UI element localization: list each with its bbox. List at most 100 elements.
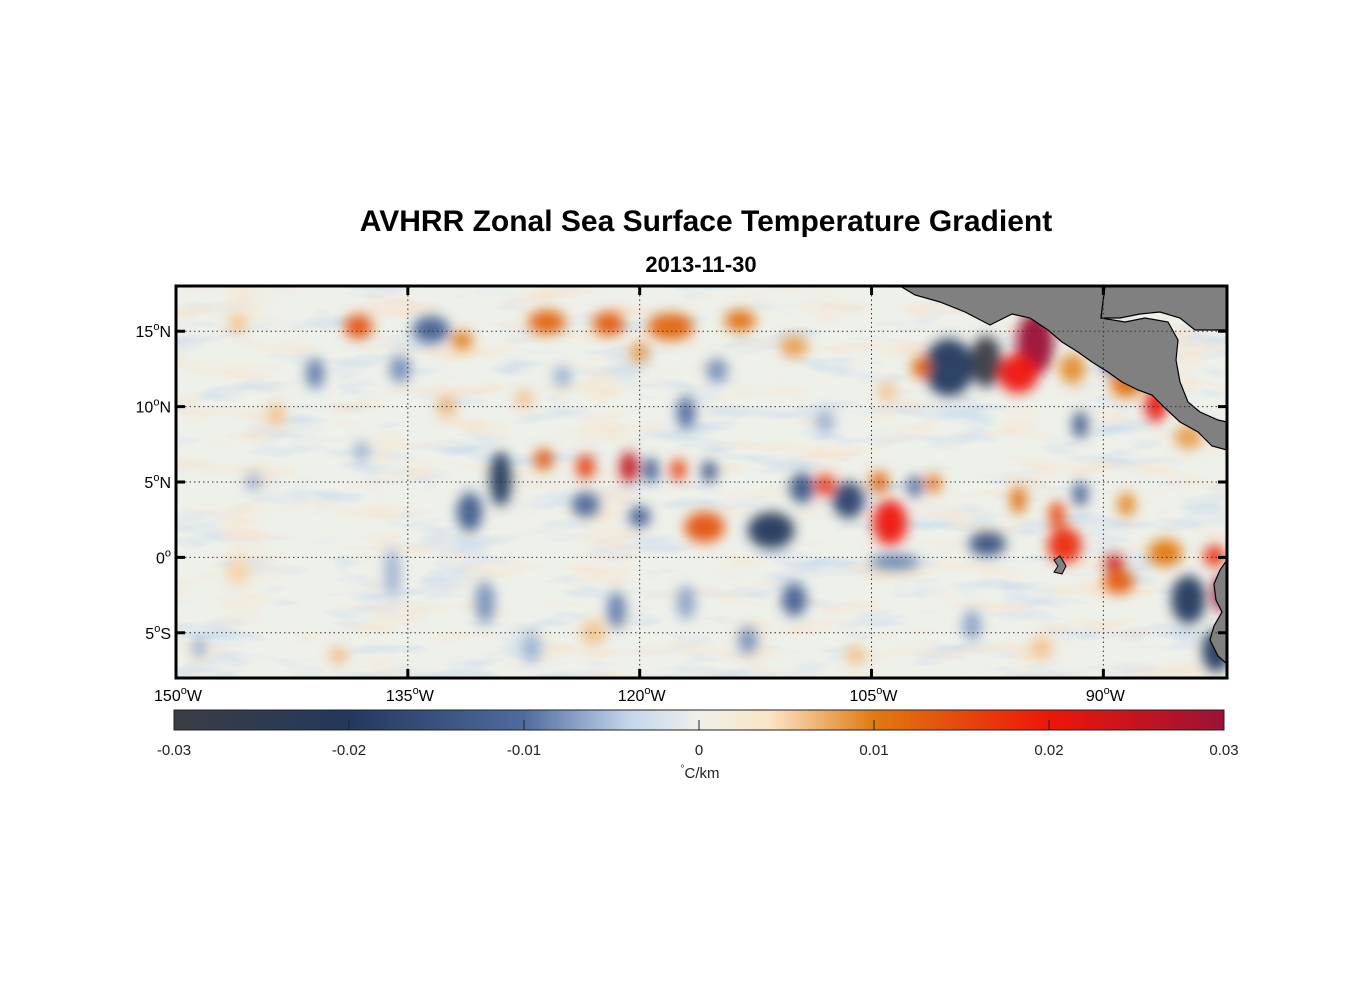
gradient-feature-47: [1049, 501, 1065, 529]
units-degree: °: [680, 764, 685, 775]
central-america-land: [898, 286, 1227, 451]
x-tick-label-4: 90oW: [1086, 685, 1126, 705]
gradient-feature-24: [489, 451, 512, 507]
gradient-feature-22: [1072, 411, 1088, 439]
land-mass: [898, 286, 1227, 665]
gradient-feature-4: [593, 311, 625, 336]
gradient-feature-32: [701, 460, 717, 482]
gradient-feature-39: [873, 500, 908, 546]
gradient-feature-46: [1047, 527, 1082, 564]
gradient-feature-35: [747, 512, 795, 549]
colorbar-tick-label-3: 0: [695, 742, 703, 759]
y-tick-label-1: 10oN: [136, 397, 171, 417]
gradient-feature-50: [1072, 482, 1088, 507]
gradient-feature-68: [267, 403, 286, 425]
gradient-feature-44: [968, 531, 1006, 556]
units-label: C/km: [684, 765, 720, 782]
y-tick-label-0: 15oN: [136, 321, 171, 341]
gradient-feature-25: [457, 492, 483, 532]
gradient-feature-36: [789, 472, 815, 504]
gradient-feature-12: [780, 335, 809, 357]
gradient-feature-42: [925, 474, 941, 493]
gradient-feature-0: [344, 314, 373, 339]
gradient-feature-78: [1030, 637, 1053, 659]
gradient-feature-62: [522, 632, 541, 663]
x-tick-label-1: 135oW: [386, 685, 435, 705]
gradient-feature-61: [676, 586, 696, 620]
gradient-feature-16: [998, 353, 1039, 393]
y-tick-label-2: 5oN: [144, 472, 171, 492]
map-field: [176, 286, 1227, 678]
gradient-feature-53: [1203, 545, 1226, 567]
colorbar: -0.03 -0.02 -0.01 0 0.01 0.02 0.03: [157, 709, 1239, 759]
colorbar-tick-label-0: -0.03: [157, 742, 191, 759]
x-tick-label-2: 120oW: [618, 685, 667, 705]
gradient-feature-13: [970, 335, 1002, 387]
map-axis-ticks: 150oW 135oW 120oW 105oW 90oW 15oN 10oN 5oN 0o 5oS: [136, 286, 1227, 705]
gradient-feature-26: [534, 448, 554, 470]
gradient-feature-5: [647, 313, 694, 341]
galapagos-island: [1053, 555, 1067, 575]
gradient-feature-65: [962, 610, 982, 641]
gradient-feature-8: [389, 355, 411, 383]
gradient-feature-28: [571, 492, 600, 517]
colorbar-tick-label-2: -0.01: [507, 742, 541, 759]
south-america-land: [1209, 558, 1227, 665]
gradient-feature-45: [1010, 486, 1026, 514]
gradient-feature-59: [384, 548, 401, 597]
gradient-feature-7: [305, 358, 325, 389]
colorbar-units: °C/km: [600, 764, 800, 782]
figure-subtitle: 2013-11-30: [645, 252, 757, 277]
gradient-feature-9: [630, 341, 649, 363]
gradient-feature-74: [877, 382, 897, 401]
gradient-feature-43: [781, 583, 807, 617]
gradient-feature-11: [706, 358, 728, 383]
gradient-feature-71: [514, 390, 534, 409]
gradient-feature-1: [412, 316, 450, 344]
gradient-feature-54: [1171, 575, 1206, 624]
gradient-feature-52: [1148, 539, 1183, 567]
x-tick-label-0: 150oW: [154, 685, 203, 705]
gradient-feature-57: [870, 554, 920, 570]
gradient-feature-34: [684, 512, 725, 543]
gradient-feature-67: [225, 560, 251, 585]
figure-title: AVHRR Zonal Sea Surface Temperature Grad…: [359, 205, 1053, 238]
gradient-feature-79: [228, 314, 248, 333]
gradient-feature-63: [580, 620, 606, 645]
colorbar-tick-label-4: 0.01: [859, 742, 888, 759]
gradient-feature-75: [193, 638, 206, 657]
gradient-feature-58: [475, 581, 495, 624]
gradient-feature-3: [528, 310, 566, 335]
y-tick-label-3: 0o: [156, 547, 171, 567]
gradient-feature-73: [815, 409, 835, 434]
colorbar-tick-label-5: 0.02: [1034, 742, 1063, 759]
colorbar-tick-label-6: 0.03: [1209, 742, 1238, 759]
gradient-feature-72: [553, 365, 572, 388]
gradient-feature-48: [1104, 554, 1124, 573]
gradient-feature-51: [1117, 492, 1136, 517]
gradient-feature-31: [670, 459, 686, 481]
gradient-feature-14: [924, 338, 974, 396]
mexico-coast-west: [1100, 286, 1227, 331]
colorbar-ticks: -0.03 -0.02 -0.01 0 0.01 0.02 0.03: [157, 720, 1239, 759]
x-tick-label-3: 105oW: [850, 685, 899, 705]
colorbar-tick-label-1: -0.02: [332, 742, 366, 759]
gradient-feature-29: [619, 451, 639, 482]
y-tick-label-4: 5oS: [145, 623, 171, 643]
gradient-feature-76: [329, 646, 348, 665]
gradient-feature-6: [724, 310, 756, 332]
gradient-feature-49: [1103, 569, 1135, 594]
gradient-feature-64: [738, 626, 758, 654]
gradient-feature-17: [911, 356, 931, 378]
gradient-feature-18: [1060, 353, 1085, 384]
gradient-feature-60: [607, 592, 626, 629]
gradient-feature-69: [353, 441, 370, 463]
gradient-feature-2: [451, 331, 473, 350]
gradient-feature-37: [815, 474, 835, 496]
gradient-feature-27: [576, 454, 595, 479]
gradient-feature-38: [832, 482, 864, 519]
gradient-feature-10: [676, 396, 696, 430]
gradient-feature-41: [907, 475, 923, 498]
gradient-feature-30: [642, 457, 659, 482]
